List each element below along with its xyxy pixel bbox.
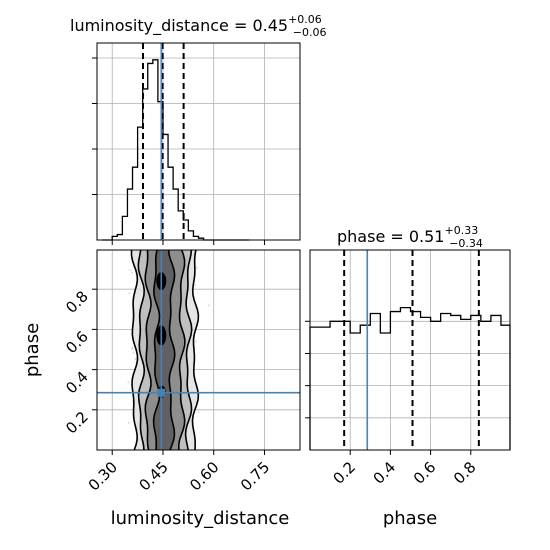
- sample-point: [194, 340, 197, 343]
- joint-density-panel: 0.2 0.4 0.6 0.8 0.30 0.45 0.60 0.75: [62, 249, 301, 494]
- joint-content: [97, 250, 300, 450]
- x-tick-label: 0.75: [237, 458, 273, 494]
- panel-frame: [309, 249, 511, 451]
- sample-point: [131, 347, 134, 351]
- title-value: 0.45: [252, 16, 288, 35]
- x-tick-label: 0.8: [450, 458, 480, 488]
- sample-point: [196, 266, 199, 269]
- x-tick-label: 0.30: [85, 458, 121, 494]
- contour-line: [191, 250, 200, 450]
- contour-line: [130, 250, 139, 450]
- y-tick-label: 0.4: [62, 368, 92, 398]
- title-phase: phase = 0.51+0.33 −0.34: [337, 224, 483, 250]
- marginal-histogram-phase: 0.2 0.4 0.6 0.8: [305, 249, 511, 488]
- sample-point: [129, 268, 132, 272]
- x-tick-label: 0.4: [370, 458, 400, 488]
- x-axis-label-luminosity-distance: luminosity_distance: [111, 508, 290, 529]
- y-axis-label-phase: phase: [22, 323, 43, 377]
- contour-line: [152, 250, 161, 450]
- x-tick-label: 0.6: [410, 458, 440, 488]
- sample-point: [134, 357, 137, 361]
- x-tick-label: 0.45: [135, 458, 171, 494]
- title-minus: −0.06: [293, 26, 327, 39]
- y-tick-label: 0.6: [62, 327, 92, 357]
- contour-line: [177, 250, 186, 450]
- sample-point: [127, 381, 130, 384]
- sample-point: [193, 284, 197, 287]
- title-param: phase: [337, 227, 385, 246]
- sample-point: [207, 304, 211, 307]
- title-luminosity-distance: luminosity_distance = 0.45+0.06 −0.06: [70, 13, 327, 39]
- sample-point: [132, 351, 135, 354]
- marginal-histogram-luminosity-distance: [92, 42, 301, 245]
- density-band: [153, 250, 175, 450]
- title-plus: +0.06: [288, 13, 322, 26]
- sample-point: [128, 292, 131, 295]
- sample-point: [131, 346, 134, 349]
- x-tick-label: 0.2: [329, 458, 359, 488]
- contour-line: [167, 250, 176, 450]
- title-value: 0.51: [409, 227, 445, 246]
- contour-line: [137, 250, 146, 450]
- panel-frame: [96, 42, 301, 241]
- sample-point: [197, 411, 200, 414]
- title-plus: +0.33: [444, 224, 478, 237]
- contour-line: [184, 250, 193, 450]
- histogram-step-luminosity-distance: [102, 59, 250, 241]
- truth-marker: [157, 388, 166, 397]
- panel-frame: [96, 249, 301, 451]
- histogram-step-phase: [309, 307, 511, 450]
- y-tick-label: 0.8: [62, 287, 92, 317]
- y-tick-label: 0.2: [62, 408, 92, 438]
- contour-line: [144, 250, 152, 450]
- x-axis-label-phase: phase: [383, 508, 437, 529]
- x-tick-label: 0.60: [186, 458, 222, 494]
- title-param: luminosity_distance: [70, 16, 229, 36]
- sample-point: [130, 271, 134, 274]
- sample-point: [127, 421, 131, 424]
- title-minus: −0.34: [449, 237, 483, 250]
